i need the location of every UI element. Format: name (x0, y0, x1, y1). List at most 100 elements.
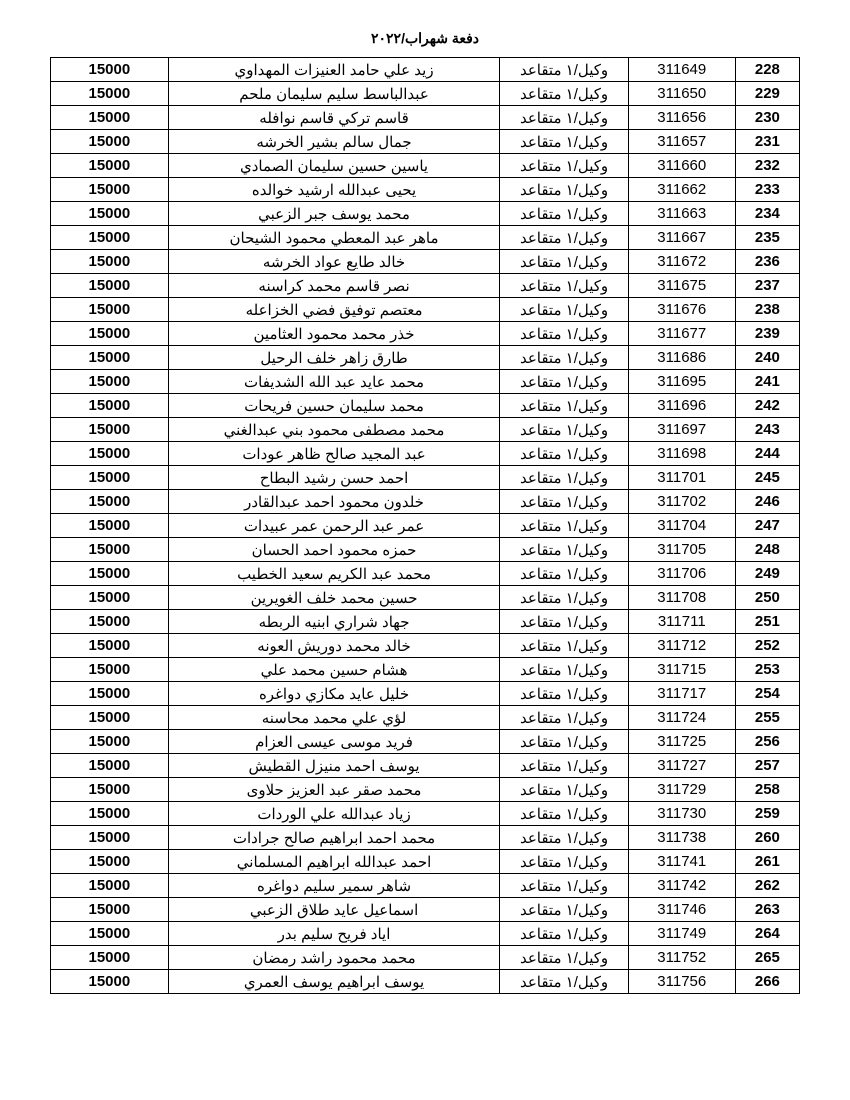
table-row: 15000محمد محمود راشد رمضانوكيل/١ متقاعد3… (51, 946, 800, 970)
cell-amount: 15000 (51, 466, 169, 490)
table-row: 15000فريد موسى عيسى العزاموكيل/١ متقاعد3… (51, 730, 800, 754)
cell-id: 311677 (628, 322, 735, 346)
cell-seq: 229 (735, 82, 799, 106)
cell-id: 311756 (628, 970, 735, 994)
cell-seq: 252 (735, 634, 799, 658)
cell-id: 311729 (628, 778, 735, 802)
cell-id: 311705 (628, 538, 735, 562)
cell-seq: 245 (735, 466, 799, 490)
cell-seq: 241 (735, 370, 799, 394)
table-row: 15000عبد المجيد صالح ظاهر عوداتوكيل/١ مت… (51, 442, 800, 466)
cell-rank: وكيل/١ متقاعد (500, 658, 628, 682)
cell-name: جمال سالم بشير الخرشه (168, 130, 500, 154)
table-row: 15000ياسين حسين سليمان الصماديوكيل/١ متق… (51, 154, 800, 178)
cell-seq: 262 (735, 874, 799, 898)
cell-amount: 15000 (51, 826, 169, 850)
cell-seq: 258 (735, 778, 799, 802)
table-row: 15000جهاد شراري ابنيه الربطهوكيل/١ متقاع… (51, 610, 800, 634)
cell-id: 311715 (628, 658, 735, 682)
cell-rank: وكيل/١ متقاعد (500, 346, 628, 370)
cell-name: حسين محمد خلف الغويرين (168, 586, 500, 610)
table-row: 15000محمد مصطفى محمود بني عبدالغنيوكيل/١… (51, 418, 800, 442)
cell-id: 311711 (628, 610, 735, 634)
cell-amount: 15000 (51, 178, 169, 202)
cell-amount: 15000 (51, 82, 169, 106)
cell-rank: وكيل/١ متقاعد (500, 418, 628, 442)
cell-amount: 15000 (51, 370, 169, 394)
cell-amount: 15000 (51, 394, 169, 418)
table-row: 15000احمد عبدالله ابراهيم المسلمانيوكيل/… (51, 850, 800, 874)
table-row: 15000محمد يوسف جبر الزعبيوكيل/١ متقاعد31… (51, 202, 800, 226)
cell-amount: 15000 (51, 202, 169, 226)
cell-rank: وكيل/١ متقاعد (500, 226, 628, 250)
cell-rank: وكيل/١ متقاعد (500, 562, 628, 586)
cell-seq: 236 (735, 250, 799, 274)
cell-rank: وكيل/١ متقاعد (500, 394, 628, 418)
cell-amount: 15000 (51, 130, 169, 154)
cell-rank: وكيل/١ متقاعد (500, 730, 628, 754)
table-row: 15000معتصم توفيق فضي الخزاعلهوكيل/١ متقا… (51, 298, 800, 322)
cell-rank: وكيل/١ متقاعد (500, 154, 628, 178)
table-row: 15000زياد عبدالله علي الورداتوكيل/١ متقا… (51, 802, 800, 826)
cell-name: زياد عبدالله علي الوردات (168, 802, 500, 826)
cell-rank: وكيل/١ متقاعد (500, 898, 628, 922)
cell-name: احمد عبدالله ابراهيم المسلماني (168, 850, 500, 874)
cell-id: 311752 (628, 946, 735, 970)
cell-name: عبدالباسط سليم سليمان ملحم (168, 82, 500, 106)
cell-amount: 15000 (51, 514, 169, 538)
table-row: 15000محمد احمد ابراهيم صالح جراداتوكيل/١… (51, 826, 800, 850)
cell-seq: 249 (735, 562, 799, 586)
cell-name: محمد مصطفى محمود بني عبدالغني (168, 418, 500, 442)
cell-name: خالد محمد دوريش العونه (168, 634, 500, 658)
cell-name: خذر محمد محمود العثامين (168, 322, 500, 346)
cell-name: قاسم تركي قاسم نوافله (168, 106, 500, 130)
cell-amount: 15000 (51, 922, 169, 946)
table-row: 15000محمد سليمان حسين فريحاتوكيل/١ متقاع… (51, 394, 800, 418)
table-row: 15000محمد عبد الكريم سعيد الخطيبوكيل/١ م… (51, 562, 800, 586)
cell-amount: 15000 (51, 946, 169, 970)
cell-name: محمد سليمان حسين فريحات (168, 394, 500, 418)
cell-name: هشام حسين محمد علي (168, 658, 500, 682)
table-row: 15000جمال سالم بشير الخرشهوكيل/١ متقاعد3… (51, 130, 800, 154)
cell-name: خالد طايع عواد الخرشه (168, 250, 500, 274)
cell-id: 311730 (628, 802, 735, 826)
cell-amount: 15000 (51, 58, 169, 82)
cell-id: 311742 (628, 874, 735, 898)
table-row: 15000هشام حسين محمد عليوكيل/١ متقاعد3117… (51, 658, 800, 682)
table-row: 15000يحيى عبدالله ارشيد خوالدهوكيل/١ متق… (51, 178, 800, 202)
cell-rank: وكيل/١ متقاعد (500, 922, 628, 946)
cell-seq: 239 (735, 322, 799, 346)
cell-name: خليل عايد مكازي دواغره (168, 682, 500, 706)
cell-id: 311697 (628, 418, 735, 442)
table-row: 15000حمزه محمود احمد الحسانوكيل/١ متقاعد… (51, 538, 800, 562)
cell-name: محمد صقر عبد العزيز حلاوى (168, 778, 500, 802)
cell-rank: وكيل/١ متقاعد (500, 874, 628, 898)
cell-id: 311657 (628, 130, 735, 154)
cell-rank: وكيل/١ متقاعد (500, 826, 628, 850)
cell-seq: 260 (735, 826, 799, 850)
cell-seq: 255 (735, 706, 799, 730)
cell-rank: وكيل/١ متقاعد (500, 178, 628, 202)
cell-seq: 251 (735, 610, 799, 634)
cell-id: 311706 (628, 562, 735, 586)
table-row: 15000محمد عايد عبد الله الشديفاتوكيل/١ م… (51, 370, 800, 394)
cell-seq: 257 (735, 754, 799, 778)
cell-amount: 15000 (51, 538, 169, 562)
cell-seq: 246 (735, 490, 799, 514)
cell-seq: 254 (735, 682, 799, 706)
cell-rank: وكيل/١ متقاعد (500, 946, 628, 970)
table-row: 15000خذر محمد محمود العثامينوكيل/١ متقاع… (51, 322, 800, 346)
cell-id: 311725 (628, 730, 735, 754)
cell-rank: وكيل/١ متقاعد (500, 634, 628, 658)
cell-amount: 15000 (51, 322, 169, 346)
cell-seq: 234 (735, 202, 799, 226)
cell-amount: 15000 (51, 970, 169, 994)
cell-id: 311656 (628, 106, 735, 130)
cell-amount: 15000 (51, 610, 169, 634)
table-row: 15000خلدون محمود احمد عبدالقادروكيل/١ مت… (51, 490, 800, 514)
cell-amount: 15000 (51, 442, 169, 466)
cell-id: 311686 (628, 346, 735, 370)
table-row: 15000يوسف ابراهيم يوسف العمريوكيل/١ متقا… (51, 970, 800, 994)
cell-amount: 15000 (51, 298, 169, 322)
cell-rank: وكيل/١ متقاعد (500, 58, 628, 82)
